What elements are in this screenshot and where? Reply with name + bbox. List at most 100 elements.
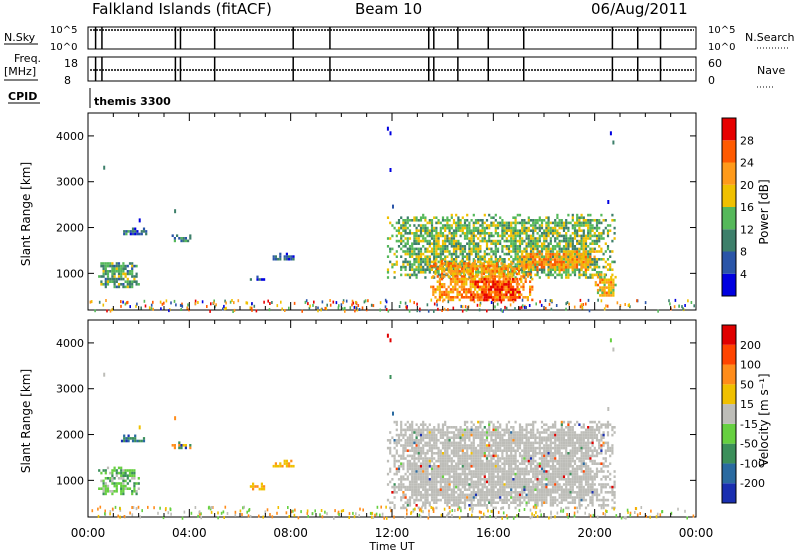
clutter-cell bbox=[304, 300, 307, 304]
cell-r5 bbox=[472, 454, 475, 458]
cell-r5 bbox=[527, 441, 530, 445]
cell-r5 bbox=[450, 224, 453, 227]
cell-r6 bbox=[474, 288, 477, 291]
cell-r5 bbox=[422, 462, 425, 465]
cell-r5 bbox=[430, 496, 434, 499]
cell-r5 bbox=[419, 491, 423, 494]
cell-r5 bbox=[479, 472, 482, 476]
cell-r5 bbox=[459, 506, 462, 510]
cell-r5 bbox=[543, 467, 546, 471]
clutter-cell bbox=[379, 308, 381, 312]
cell-r5 bbox=[496, 226, 500, 230]
cell-r5 bbox=[448, 459, 451, 463]
cell-r5 bbox=[395, 420, 398, 424]
cell-r5 bbox=[406, 247, 409, 251]
cell-r5 bbox=[419, 496, 423, 499]
cell-r5 bbox=[437, 245, 440, 248]
cell-r6 bbox=[452, 290, 455, 294]
cell-r6 bbox=[463, 283, 466, 286]
cell-r5 bbox=[448, 252, 451, 256]
cell-r5 bbox=[393, 276, 396, 279]
cell-r6 bbox=[467, 296, 470, 299]
cell-r0 bbox=[111, 264, 114, 268]
clutter-cell bbox=[500, 308, 502, 312]
cell-r0 bbox=[133, 490, 136, 493]
cell-r5 bbox=[554, 239, 557, 243]
cell-r5 bbox=[496, 459, 500, 463]
cell-r6 bbox=[432, 288, 435, 291]
cell-r5 bbox=[587, 250, 590, 253]
cell-r5 bbox=[433, 242, 436, 245]
cell-r5 bbox=[556, 265, 559, 269]
cell-r5 bbox=[481, 219, 484, 222]
cell-r8 bbox=[580, 263, 583, 266]
cell-r5 bbox=[459, 444, 462, 447]
cell-r5 bbox=[518, 255, 522, 258]
cell-r5 bbox=[488, 470, 491, 473]
cell-r7 bbox=[474, 296, 477, 299]
cell-r5 bbox=[419, 263, 423, 266]
cell-r5 bbox=[501, 493, 504, 497]
cell-r5 bbox=[468, 221, 471, 225]
cell-r1 bbox=[125, 439, 128, 443]
cell-r9 bbox=[601, 288, 604, 292]
cell-r5 bbox=[422, 449, 425, 452]
cell-r5 bbox=[435, 501, 438, 504]
cell-r5 bbox=[587, 213, 590, 217]
clutter-cell bbox=[427, 309, 430, 313]
clutter-cell bbox=[539, 300, 541, 304]
cell-r5 bbox=[534, 265, 537, 269]
cell-r5 bbox=[490, 498, 493, 502]
cell-r5 bbox=[413, 441, 416, 445]
cell-r5 bbox=[400, 255, 403, 258]
cell-r5 bbox=[518, 491, 522, 494]
cell-r5 bbox=[450, 252, 453, 256]
cell-r5 bbox=[483, 250, 486, 253]
cell-r5 bbox=[499, 423, 502, 426]
cell-r5 bbox=[415, 441, 418, 445]
cell-r5 bbox=[538, 245, 541, 248]
cell-r5 bbox=[470, 219, 473, 222]
cell-r6 bbox=[496, 267, 499, 270]
clutter-cell bbox=[544, 299, 547, 302]
cell-r8 bbox=[571, 255, 574, 259]
cell-r6 bbox=[524, 277, 527, 281]
cell-r5 bbox=[463, 470, 467, 473]
cell-r6 bbox=[502, 264, 505, 268]
cell-r5 bbox=[457, 493, 460, 497]
cell-r5 bbox=[439, 232, 442, 235]
cell-r5 bbox=[492, 485, 495, 489]
cell-r5 bbox=[430, 226, 434, 230]
cell-r5 bbox=[492, 444, 495, 447]
cell-r5 bbox=[496, 224, 500, 227]
cell-r9 bbox=[612, 278, 615, 282]
cell-r5 bbox=[461, 255, 464, 258]
cell-r5 bbox=[411, 480, 414, 484]
cell-r5 bbox=[411, 431, 414, 434]
cell-r5 bbox=[470, 452, 473, 455]
cell-r5 bbox=[521, 496, 524, 499]
cell-r5 bbox=[536, 232, 539, 235]
cell-r5 bbox=[523, 457, 526, 460]
cell-r5 bbox=[496, 239, 500, 243]
cell-r5 bbox=[549, 239, 552, 243]
cell-r5 bbox=[417, 433, 420, 437]
cell-r5 bbox=[455, 462, 458, 465]
colorbar-segment bbox=[722, 140, 736, 163]
cell-r5 bbox=[507, 506, 511, 510]
clutter-cell bbox=[232, 310, 234, 313]
cell-r0 bbox=[104, 484, 107, 488]
cell-r5 bbox=[472, 498, 475, 502]
cell-r5 bbox=[532, 433, 535, 437]
cell-r8 bbox=[589, 258, 592, 261]
cell-r6 bbox=[531, 285, 534, 289]
cell-r5 bbox=[494, 260, 497, 264]
cell-r5 bbox=[413, 216, 416, 219]
cell-r5 bbox=[584, 221, 588, 225]
cell-r5 bbox=[598, 239, 601, 243]
clutter-cell bbox=[181, 302, 183, 306]
cell-r8 bbox=[582, 255, 585, 259]
cell-r5 bbox=[483, 454, 486, 458]
cell-r5 bbox=[499, 436, 502, 439]
